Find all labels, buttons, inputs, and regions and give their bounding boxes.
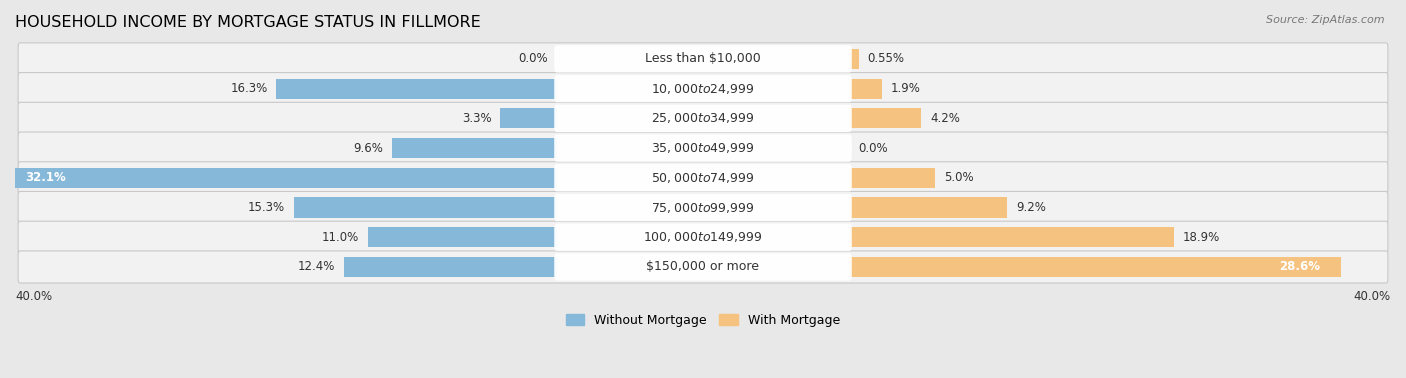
Text: $100,000 to $149,999: $100,000 to $149,999 xyxy=(644,230,762,244)
Text: $10,000 to $24,999: $10,000 to $24,999 xyxy=(651,82,755,96)
Text: 18.9%: 18.9% xyxy=(1182,231,1220,244)
Bar xyxy=(4,168,557,188)
Bar xyxy=(849,49,859,69)
FancyBboxPatch shape xyxy=(18,73,1388,105)
Bar xyxy=(367,227,557,247)
FancyBboxPatch shape xyxy=(554,253,852,280)
Bar xyxy=(343,257,557,277)
Text: 16.3%: 16.3% xyxy=(231,82,267,95)
Text: 0.0%: 0.0% xyxy=(519,53,548,65)
Text: 40.0%: 40.0% xyxy=(1354,290,1391,303)
Text: 5.0%: 5.0% xyxy=(943,171,973,184)
FancyBboxPatch shape xyxy=(554,223,852,251)
FancyBboxPatch shape xyxy=(18,102,1388,135)
Text: 15.3%: 15.3% xyxy=(247,201,285,214)
FancyBboxPatch shape xyxy=(18,162,1388,194)
Bar xyxy=(849,108,921,129)
Bar xyxy=(849,197,1008,218)
FancyBboxPatch shape xyxy=(18,251,1388,283)
Text: 1.9%: 1.9% xyxy=(890,82,921,95)
FancyBboxPatch shape xyxy=(18,132,1388,164)
Text: $35,000 to $49,999: $35,000 to $49,999 xyxy=(651,141,755,155)
Text: 11.0%: 11.0% xyxy=(322,231,359,244)
FancyBboxPatch shape xyxy=(18,192,1388,223)
Text: 40.0%: 40.0% xyxy=(15,290,52,303)
FancyBboxPatch shape xyxy=(18,43,1388,75)
Text: Less than $10,000: Less than $10,000 xyxy=(645,53,761,65)
FancyBboxPatch shape xyxy=(554,75,852,102)
Text: 9.6%: 9.6% xyxy=(353,142,382,155)
Bar xyxy=(294,197,557,218)
FancyBboxPatch shape xyxy=(18,221,1388,253)
Text: 3.3%: 3.3% xyxy=(461,112,492,125)
Bar xyxy=(392,138,557,158)
Text: $75,000 to $99,999: $75,000 to $99,999 xyxy=(651,200,755,215)
FancyBboxPatch shape xyxy=(554,194,852,221)
Text: Source: ZipAtlas.com: Source: ZipAtlas.com xyxy=(1267,15,1385,25)
FancyBboxPatch shape xyxy=(554,135,852,162)
Text: 28.6%: 28.6% xyxy=(1279,260,1320,273)
Bar xyxy=(501,108,557,129)
FancyBboxPatch shape xyxy=(554,164,852,192)
Text: 0.0%: 0.0% xyxy=(858,142,887,155)
Text: 9.2%: 9.2% xyxy=(1017,201,1046,214)
Text: 4.2%: 4.2% xyxy=(929,112,960,125)
Text: $50,000 to $74,999: $50,000 to $74,999 xyxy=(651,171,755,185)
Text: 32.1%: 32.1% xyxy=(25,171,66,184)
Bar xyxy=(277,79,557,99)
FancyBboxPatch shape xyxy=(554,45,852,73)
Text: $150,000 or more: $150,000 or more xyxy=(647,260,759,273)
Bar xyxy=(849,79,882,99)
Text: HOUSEHOLD INCOME BY MORTGAGE STATUS IN FILLMORE: HOUSEHOLD INCOME BY MORTGAGE STATUS IN F… xyxy=(15,15,481,30)
Bar xyxy=(849,227,1174,247)
Legend: Without Mortgage, With Mortgage: Without Mortgage, With Mortgage xyxy=(561,309,845,332)
Bar xyxy=(849,168,935,188)
Text: 12.4%: 12.4% xyxy=(298,260,335,273)
Text: $25,000 to $34,999: $25,000 to $34,999 xyxy=(651,112,755,125)
FancyBboxPatch shape xyxy=(554,105,852,132)
Text: 0.55%: 0.55% xyxy=(868,53,904,65)
Bar xyxy=(849,257,1341,277)
